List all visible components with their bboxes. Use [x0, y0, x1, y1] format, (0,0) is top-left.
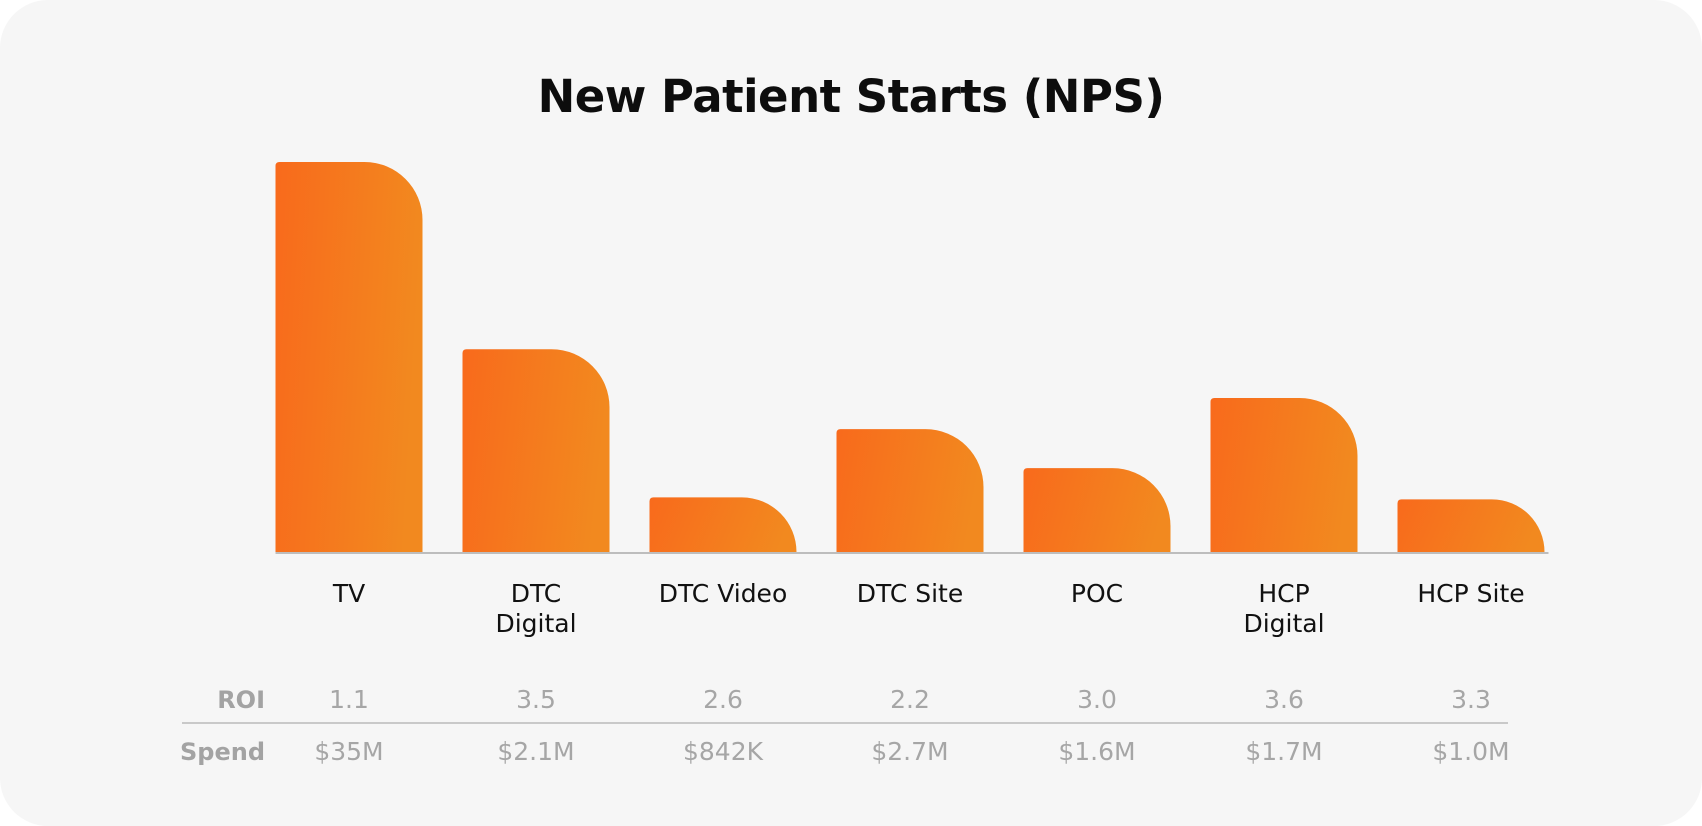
bar-group [275, 162, 1545, 552]
category-label-dtc-digital: DTC Digital [495, 579, 576, 638]
table-cell-spend-poc: $1.6M [1058, 737, 1135, 766]
category-label-dtc-site: DTC Site [857, 579, 963, 608]
category-label-poc: POC [1071, 579, 1123, 608]
table-cell-spend-dtc-video: $842K [683, 737, 764, 766]
bar-dtc-video [649, 497, 797, 552]
table-cell-spend-hcp-digital: $1.7M [1245, 737, 1322, 766]
table-cell-roi-poc: 3.0 [1077, 685, 1117, 714]
table-cell-roi-dtc-video: 2.6 [703, 685, 743, 714]
category-label-hcp-site: HCP Site [1417, 579, 1524, 608]
category-label-dtc-video: DTC Video [659, 579, 788, 608]
table-cell-roi-hcp-digital: 3.6 [1264, 685, 1304, 714]
table-cell-spend-hcp-site: $1.0M [1432, 737, 1509, 766]
table-cell-roi-tv: 1.1 [329, 685, 369, 714]
table-cell-spend-dtc-digital: $2.1M [497, 737, 574, 766]
table-row-label-roi: ROI [217, 686, 265, 714]
metrics-table: ROI 1.1 3.5 2.6 2.2 3.0 3.6 3.3 Spend $35M $2.1M $8… [180, 685, 1510, 766]
bar-tv [275, 162, 423, 552]
bar-hcp-digital [1210, 397, 1358, 552]
table-cell-roi-hcp-site: 3.3 [1451, 685, 1491, 714]
category-label-tv: TV [332, 579, 365, 608]
table-cell-roi-dtc-digital: 3.5 [516, 685, 556, 714]
bar-poc [1023, 468, 1171, 552]
table-cell-roi-dtc-site: 2.2 [890, 685, 930, 714]
table-row-label-spend: Spend [180, 738, 265, 766]
table-cell-spend-dtc-site: $2.7M [871, 737, 948, 766]
chart-title: New Patient Starts (NPS) [537, 70, 1165, 123]
bar-dtc-digital [462, 349, 610, 552]
table-cell-spend-tv: $35M [314, 737, 383, 766]
category-label-hcp-digital: HCP Digital [1243, 579, 1324, 638]
category-labels: TV DTC Digital DTC Video DTC Site POC HCP Digit… [332, 579, 1525, 638]
bar-hcp-site [1397, 499, 1545, 552]
bar-dtc-site [836, 429, 984, 552]
